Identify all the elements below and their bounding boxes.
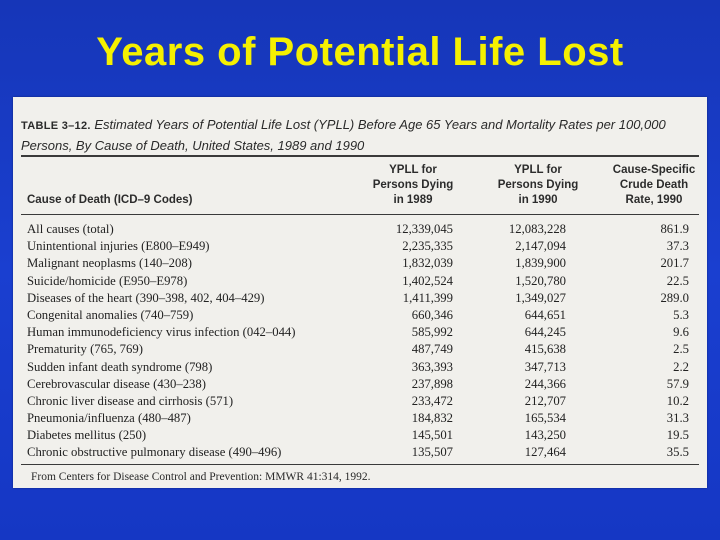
rate-cell: 2.5	[673, 342, 689, 357]
ypll-1990-cell: 212,707	[524, 393, 566, 408]
rate-cell: 861.9	[660, 222, 689, 236]
ypll-1989-cell: 2,235,335	[402, 239, 453, 254]
cause-cell: Diabetes mellitus (250)	[27, 428, 147, 443]
rate-cell: 35.5	[666, 445, 689, 460]
ypll-1990-cell: 347,713	[524, 359, 566, 374]
header-ypll-1989-line: in 1989	[393, 194, 433, 206]
ypll-1989-cell: 487,749	[411, 342, 453, 357]
table-row: Congenital anomalies (740–759) 660,346 644…	[21, 307, 697, 324]
header-cause: Cause of Death (ICD–9 Codes)	[27, 194, 193, 206]
ypll-1989-cell: 12,339,045	[395, 222, 453, 236]
rate-cell: 31.3	[666, 411, 689, 426]
table-row: Pneumonia/influenza (480–487) 184,832 165,…	[21, 410, 697, 427]
caption-line-1: Estimated Years of Potential Life Lost (…	[94, 117, 666, 132]
header-rate: Cause-Specific Crude Death Rate, 1990	[606, 163, 702, 208]
ypll-1989-cell: 233,472	[411, 393, 453, 408]
table-row: Diabetes mellitus (250) 145,501 143,250 19.…	[21, 427, 697, 444]
header-top-rule	[21, 155, 699, 157]
rate-cell: 37.3	[666, 239, 689, 254]
rate-cell: 19.5	[666, 428, 689, 443]
ypll-1990-cell: 12,083,228	[508, 222, 566, 236]
cause-cell: Cerebrovascular disease (430–238)	[27, 376, 206, 391]
cause-cell: Malignant neoplasms (140–208)	[27, 256, 192, 271]
cause-cell: Suicide/homicide (E950–E978)	[27, 273, 188, 288]
header-rate-line: Rate, 1990	[625, 194, 683, 206]
cause-cell: Congenital anomalies (740–759)	[27, 307, 194, 322]
ypll-1990-cell: 143,250	[524, 428, 566, 443]
table-row: Cerebrovascular disease (430–238) 237,898…	[21, 376, 697, 393]
data-table: All causes (total) 12,339,045 12,083,228 86…	[21, 221, 697, 462]
header-ypll-1989: YPLL for Persons Dying in 1989	[365, 163, 461, 208]
ypll-1990-cell: 244,366	[524, 376, 566, 391]
rate-cell: 289.0	[660, 290, 689, 305]
rate-cell: 22.5	[666, 273, 689, 288]
table-row: Unintentional injuries (E800–E949) 2,235,…	[21, 238, 697, 255]
ypll-1990-cell: 127,464	[524, 445, 566, 460]
ypll-1989-cell: 184,832	[411, 411, 453, 426]
ypll-1990-cell: 1,349,027	[515, 290, 566, 305]
header-ypll-1989-line: YPLL for	[389, 164, 437, 176]
table-row: Malignant neoplasms (140–208) 1,832,039 1,…	[21, 255, 697, 272]
table-scan: TABLE 3–12. Estimated Years of Potential…	[13, 97, 707, 488]
header-ypll-1989-line: Persons Dying	[372, 179, 454, 191]
cause-cell: Human immunodeficiency virus infection (…	[27, 325, 296, 340]
header-ypll-1990-line: YPLL for	[514, 164, 562, 176]
ypll-1989-cell: 135,507	[411, 445, 453, 460]
table-row: Chronic liver disease and cirrhosis (571…	[21, 393, 697, 410]
table-row: Suicide/homicide (E950–E978) 1,402,524 1,5…	[21, 273, 697, 290]
rate-cell: 5.3	[673, 307, 689, 322]
rate-cell: 201.7	[660, 256, 689, 271]
table-footnote: From Centers for Disease Control and Pre…	[31, 471, 371, 483]
caption-line-2: Persons, By Cause of Death, United State…	[21, 138, 365, 153]
header-rate-line: Cause-Specific	[612, 164, 696, 176]
header-ypll-1990-line: in 1990	[518, 194, 558, 206]
ypll-1990-cell: 2,147,094	[515, 239, 566, 254]
ypll-1990-cell: 415,638	[524, 342, 566, 357]
cause-cell: Sudden infant death syndrome (798)	[27, 359, 213, 374]
table-row: Diseases of the heart (390–398, 402, 404…	[21, 290, 697, 307]
ypll-1989-cell: 1,411,399	[402, 290, 453, 305]
slide-title: Years of Potential Life Lost	[96, 30, 624, 74]
table-row: Sudden infant death syndrome (798) 363,39…	[21, 359, 697, 376]
ypll-1989-cell: 1,832,039	[402, 256, 453, 271]
cause-cell: Unintentional injuries (E800–E949)	[27, 239, 210, 254]
ypll-1989-cell: 237,898	[411, 376, 453, 391]
cause-cell: Prematurity (765, 769)	[27, 342, 143, 357]
header-ypll-1990-line: Persons Dying	[497, 179, 579, 191]
table-row: Chronic obstructive pulmonary disease (4…	[21, 444, 697, 461]
table-row: Prematurity (765, 769) 487,749 415,638 2.5	[21, 341, 697, 358]
table-bottom-rule	[21, 464, 699, 465]
ypll-1990-cell: 165,534	[524, 411, 566, 426]
cause-cell: Chronic obstructive pulmonary disease (4…	[27, 445, 282, 460]
cause-cell: All causes (total)	[27, 222, 114, 236]
rate-cell: 10.2	[666, 393, 689, 408]
ypll-1989-cell: 585,992	[411, 325, 453, 340]
rate-cell: 57.9	[666, 376, 689, 391]
ypll-1990-cell: 644,651	[524, 307, 566, 322]
table-label: TABLE 3–12.	[21, 120, 91, 132]
table-row: Human immunodeficiency virus infection (…	[21, 324, 697, 341]
table-caption: TABLE 3–12. Estimated Years of Potential…	[21, 115, 691, 155]
ypll-1990-cell: 644,245	[524, 325, 566, 340]
ypll-1989-cell: 145,501	[411, 428, 453, 443]
header-rate-line: Crude Death	[619, 179, 689, 191]
ypll-1989-cell: 660,346	[411, 307, 453, 322]
header-bottom-rule	[21, 214, 699, 215]
table-row: All causes (total) 12,339,045 12,083,228 86…	[21, 221, 697, 238]
cause-cell: Pneumonia/influenza (480–487)	[27, 411, 191, 426]
header-ypll-1990: YPLL for Persons Dying in 1990	[488, 163, 588, 208]
cause-cell: Chronic liver disease and cirrhosis (571…	[27, 393, 234, 408]
ypll-1990-cell: 1,520,780	[515, 273, 566, 288]
ypll-1989-cell: 363,393	[411, 359, 453, 374]
rate-cell: 2.2	[673, 359, 689, 374]
ypll-1990-cell: 1,839,900	[515, 256, 566, 271]
rate-cell: 9.6	[673, 325, 689, 340]
cause-cell: Diseases of the heart (390–398, 402, 404…	[27, 290, 265, 305]
ypll-1989-cell: 1,402,524	[402, 273, 453, 288]
